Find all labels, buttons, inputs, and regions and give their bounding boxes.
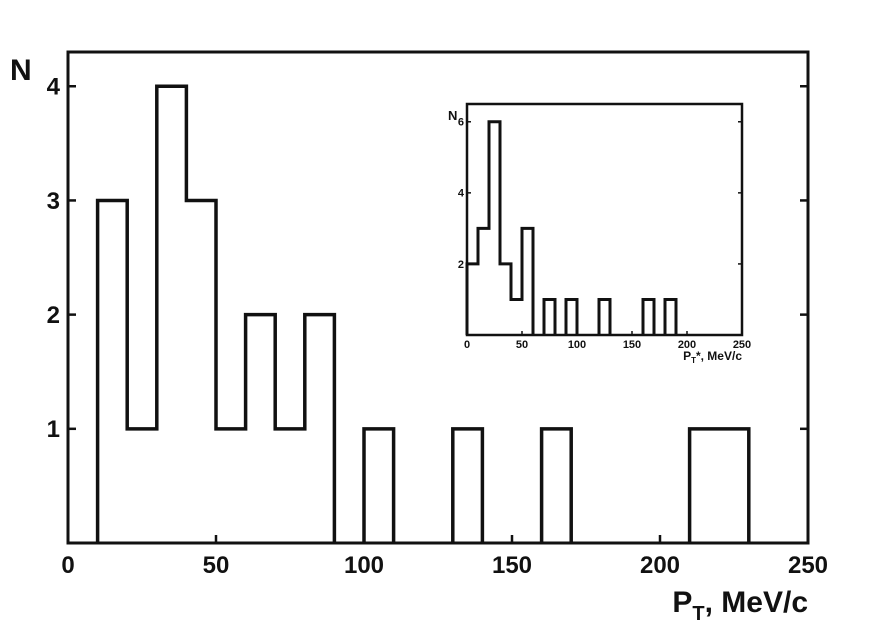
inset-x-tick-label: 0 — [464, 339, 470, 351]
inset-x-axis-label-symbol: P — [683, 349, 691, 363]
main-x-axis-label-unit: , MeV/c — [705, 586, 808, 619]
inset-x-axis-label-subscript: T — [691, 356, 696, 365]
inset-x-tick-labels: 0 50 100 150 200 250 — [464, 331, 751, 351]
main-y-axis-label: N — [10, 54, 32, 87]
inset-plot-frame — [465, 102, 744, 337]
inset-x-tick-label: 150 — [623, 339, 641, 351]
inset-x-axis-label-unit: *, MeV/c — [696, 349, 742, 363]
main-y-tick-labels: 1 2 3 4 — [47, 74, 808, 443]
inset-x-tick-label: 250 — [733, 339, 751, 351]
inset-histogram: 0 50 100 150 200 250 2 4 6 N PT*, MeV/c — [448, 102, 751, 365]
inset-y-tick-label: 4 — [458, 188, 465, 200]
inset-y-axis-label: N — [448, 108, 457, 123]
main-x-axis-label-subscript: T — [692, 603, 704, 625]
inset-x-axis-label: PT*, MeV/c — [683, 349, 742, 365]
main-histogram-steps — [95, 84, 751, 543]
main-x-tick-label: 250 — [788, 552, 828, 579]
main-x-tick-labels: 0 50 100 150 200 250 — [61, 535, 828, 579]
inset-y-tick-label: 2 — [458, 259, 464, 271]
main-y-tick-label: 1 — [47, 416, 60, 443]
main-x-tick-label: 150 — [492, 552, 532, 579]
inset-y-tick-label: 6 — [458, 117, 464, 129]
inset-x-tick-label: 50 — [516, 339, 528, 351]
inset-y-tick-labels: 2 4 6 — [458, 117, 742, 271]
main-y-tick-label: 2 — [47, 302, 60, 329]
main-plot-frame — [66, 50, 810, 545]
main-x-tick-label: 200 — [640, 552, 680, 579]
inset-x-tick-label: 200 — [678, 339, 696, 351]
main-x-tick-label: 50 — [203, 552, 230, 579]
main-x-axis-label-symbol: P — [672, 586, 692, 619]
main-x-tick-label: 0 — [61, 552, 74, 579]
main-x-tick-label: 100 — [344, 552, 384, 579]
main-x-axis-label: PT, MeV/c — [672, 586, 808, 625]
inset-histogram-steps — [465, 120, 678, 335]
inset-x-tick-label: 100 — [568, 339, 586, 351]
main-y-tick-label: 3 — [47, 188, 60, 215]
main-y-tick-label: 4 — [47, 74, 61, 101]
